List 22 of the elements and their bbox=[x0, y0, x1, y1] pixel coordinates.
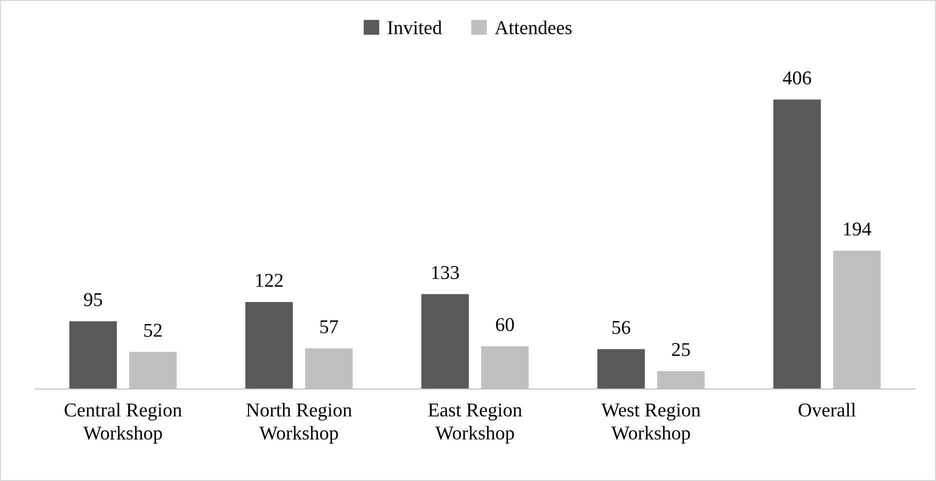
data-label: 56 bbox=[612, 320, 630, 334]
legend-label: Attendees bbox=[494, 20, 572, 34]
bar bbox=[69, 321, 117, 389]
x-tick-label: Overall bbox=[798, 402, 856, 417]
bar bbox=[597, 349, 645, 389]
data-label: 52 bbox=[144, 324, 162, 337]
data-label: 133 bbox=[432, 266, 459, 280]
data-label: 406 bbox=[782, 71, 812, 84]
bar bbox=[421, 294, 469, 389]
data-label: 25 bbox=[672, 343, 690, 356]
bar bbox=[773, 100, 821, 389]
data-label: 95 bbox=[84, 293, 102, 306]
data-label: 122 bbox=[256, 274, 283, 287]
x-tick-label: Central Region Workshop bbox=[64, 402, 182, 444]
x-tick-label: North Region Workshop bbox=[246, 402, 352, 444]
bar bbox=[245, 302, 293, 389]
data-label: 60 bbox=[496, 318, 514, 332]
data-label: 57 bbox=[320, 320, 338, 334]
x-tick-label: East Region Workshop bbox=[428, 403, 522, 444]
legend-label: Invited bbox=[388, 20, 442, 34]
x-tick-label: West Region Workshop bbox=[601, 403, 700, 444]
data-label: 194 bbox=[844, 222, 872, 236]
